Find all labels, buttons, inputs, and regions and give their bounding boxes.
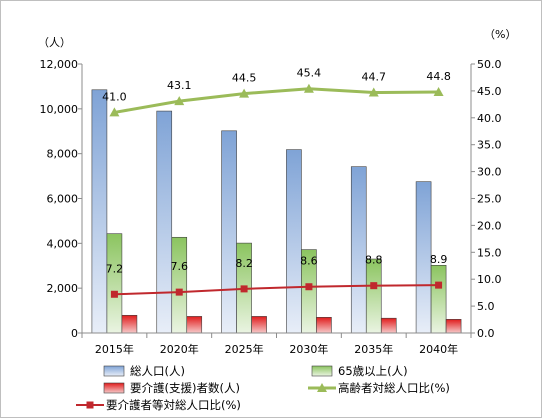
- bar-2-2: [251, 316, 267, 334]
- left-tick-label: 0: [71, 327, 78, 340]
- square-marker: [435, 281, 443, 289]
- legend: 総人口(人) 65歳以上(人) 要介護(支援)者数(人) 高齢者対総人口比(%) 要介護…: [76, 364, 450, 412]
- right-tick-label: 25.0: [477, 193, 502, 206]
- legend-swatch: [103, 382, 125, 394]
- data-label: 45.4: [297, 67, 322, 80]
- right-tick-label: 45.0: [477, 85, 502, 98]
- bar-2-4: [380, 317, 397, 334]
- bar-0-0: [91, 89, 108, 334]
- legend-marker: [86, 401, 94, 409]
- left-axis-unit-label: （人）: [38, 36, 71, 49]
- square-marker: [175, 288, 183, 296]
- axes: [81, 64, 472, 338]
- data-label: 8.8: [365, 254, 383, 267]
- left-tick-label: 8,000: [47, 148, 79, 161]
- bar-2-3: [316, 317, 332, 334]
- triangle-marker: [239, 88, 250, 98]
- bar-series: [91, 89, 462, 334]
- line-1: [114, 284, 439, 296]
- legend-swatch: [311, 365, 333, 377]
- right-tick-label: 35.0: [477, 139, 502, 152]
- legend-marker: [317, 383, 327, 392]
- square-marker: [370, 282, 378, 290]
- x-tick-label: 2040年: [419, 342, 458, 356]
- right-tick-label: 20.0: [477, 219, 502, 232]
- legend-label: 要介護者等対総人口比(%): [106, 398, 241, 412]
- right-tick-label: 15.0: [477, 246, 502, 259]
- data-label: 7.2: [106, 262, 124, 275]
- square-marker: [305, 283, 313, 291]
- triangle-marker: [368, 87, 379, 97]
- data-label: 44.7: [362, 71, 387, 84]
- right-tick-label: 5.0: [477, 300, 495, 313]
- triangle-marker: [303, 83, 314, 93]
- left-tick-label: 10,000: [40, 103, 79, 116]
- bar-1-1: [171, 236, 188, 334]
- left-tick-label: 2,000: [47, 282, 79, 295]
- data-label: 7.6: [171, 260, 189, 273]
- bar-0-2: [221, 130, 237, 334]
- right-tick-label: 50.0: [477, 58, 502, 71]
- bar-2-0: [121, 314, 138, 334]
- bar-0-4: [350, 166, 367, 334]
- data-label: 44.5: [232, 72, 257, 85]
- triangle-marker: [109, 107, 120, 117]
- right-axis-ticks: 0.0 5.0 10.0 15.0 20.0 25.0 30.0 35.0 40.0 45.0 50…: [471, 58, 502, 340]
- data-label: 8.6: [300, 255, 318, 268]
- data-label: 44.8: [426, 70, 451, 83]
- left-tick-label: 4,000: [47, 237, 79, 250]
- left-tick-label: 6,000: [47, 193, 79, 206]
- x-tick-label: 2025年: [225, 342, 264, 356]
- legend-label: 高齢者対総人口比(%): [338, 381, 450, 395]
- x-tick-label: 2035年: [354, 342, 393, 356]
- x-axis-labels: 2015年 2020年 2025年 2030年 2035年 2040年: [95, 342, 458, 356]
- bar-0-3: [286, 149, 302, 334]
- bar-1-4: [365, 258, 382, 334]
- bar-1-5: [430, 265, 447, 334]
- legend-label: 65歳以上(人): [338, 364, 408, 378]
- line-series: 41.0 43.1 44.5 45.4 44.7 44.8 7.2 7.6 8.2 8.6 8.8 8…: [102, 67, 451, 298]
- bar-2-5: [445, 319, 462, 334]
- bar-1-0: [106, 233, 123, 334]
- triangle-marker: [174, 96, 185, 106]
- right-tick-label: 30.0: [477, 166, 502, 179]
- data-label: 43.1: [167, 79, 192, 92]
- legend-label: 要介護(支援)者数(人): [130, 381, 240, 395]
- right-tick-label: 0.0: [477, 327, 495, 340]
- right-tick-label: 10.0: [477, 273, 502, 286]
- triangle-marker: [433, 86, 444, 96]
- square-marker: [240, 285, 248, 293]
- right-tick-label: 40.0: [477, 112, 502, 125]
- square-marker: [110, 290, 118, 298]
- left-axis-ticks: 0 2,000 4,000 6,000 8,000 10,000 12,000: [40, 58, 82, 340]
- data-label: 8.2: [235, 257, 253, 270]
- bar-0-1: [156, 110, 173, 334]
- bar-0-5: [415, 181, 432, 334]
- bar-2-1: [186, 316, 203, 334]
- x-tick-label: 2020年: [160, 342, 199, 356]
- legend-swatch: [103, 365, 125, 377]
- right-axis-unit-label: （%）: [484, 28, 516, 41]
- x-tick-label: 2030年: [289, 342, 328, 356]
- data-label: 41.0: [102, 90, 127, 103]
- data-label: 8.9: [430, 253, 448, 266]
- left-tick-label: 12,000: [40, 58, 79, 71]
- legend-label: 総人口(人): [130, 364, 185, 378]
- line-0: [114, 87, 439, 114]
- x-tick-label: 2015年: [95, 342, 134, 356]
